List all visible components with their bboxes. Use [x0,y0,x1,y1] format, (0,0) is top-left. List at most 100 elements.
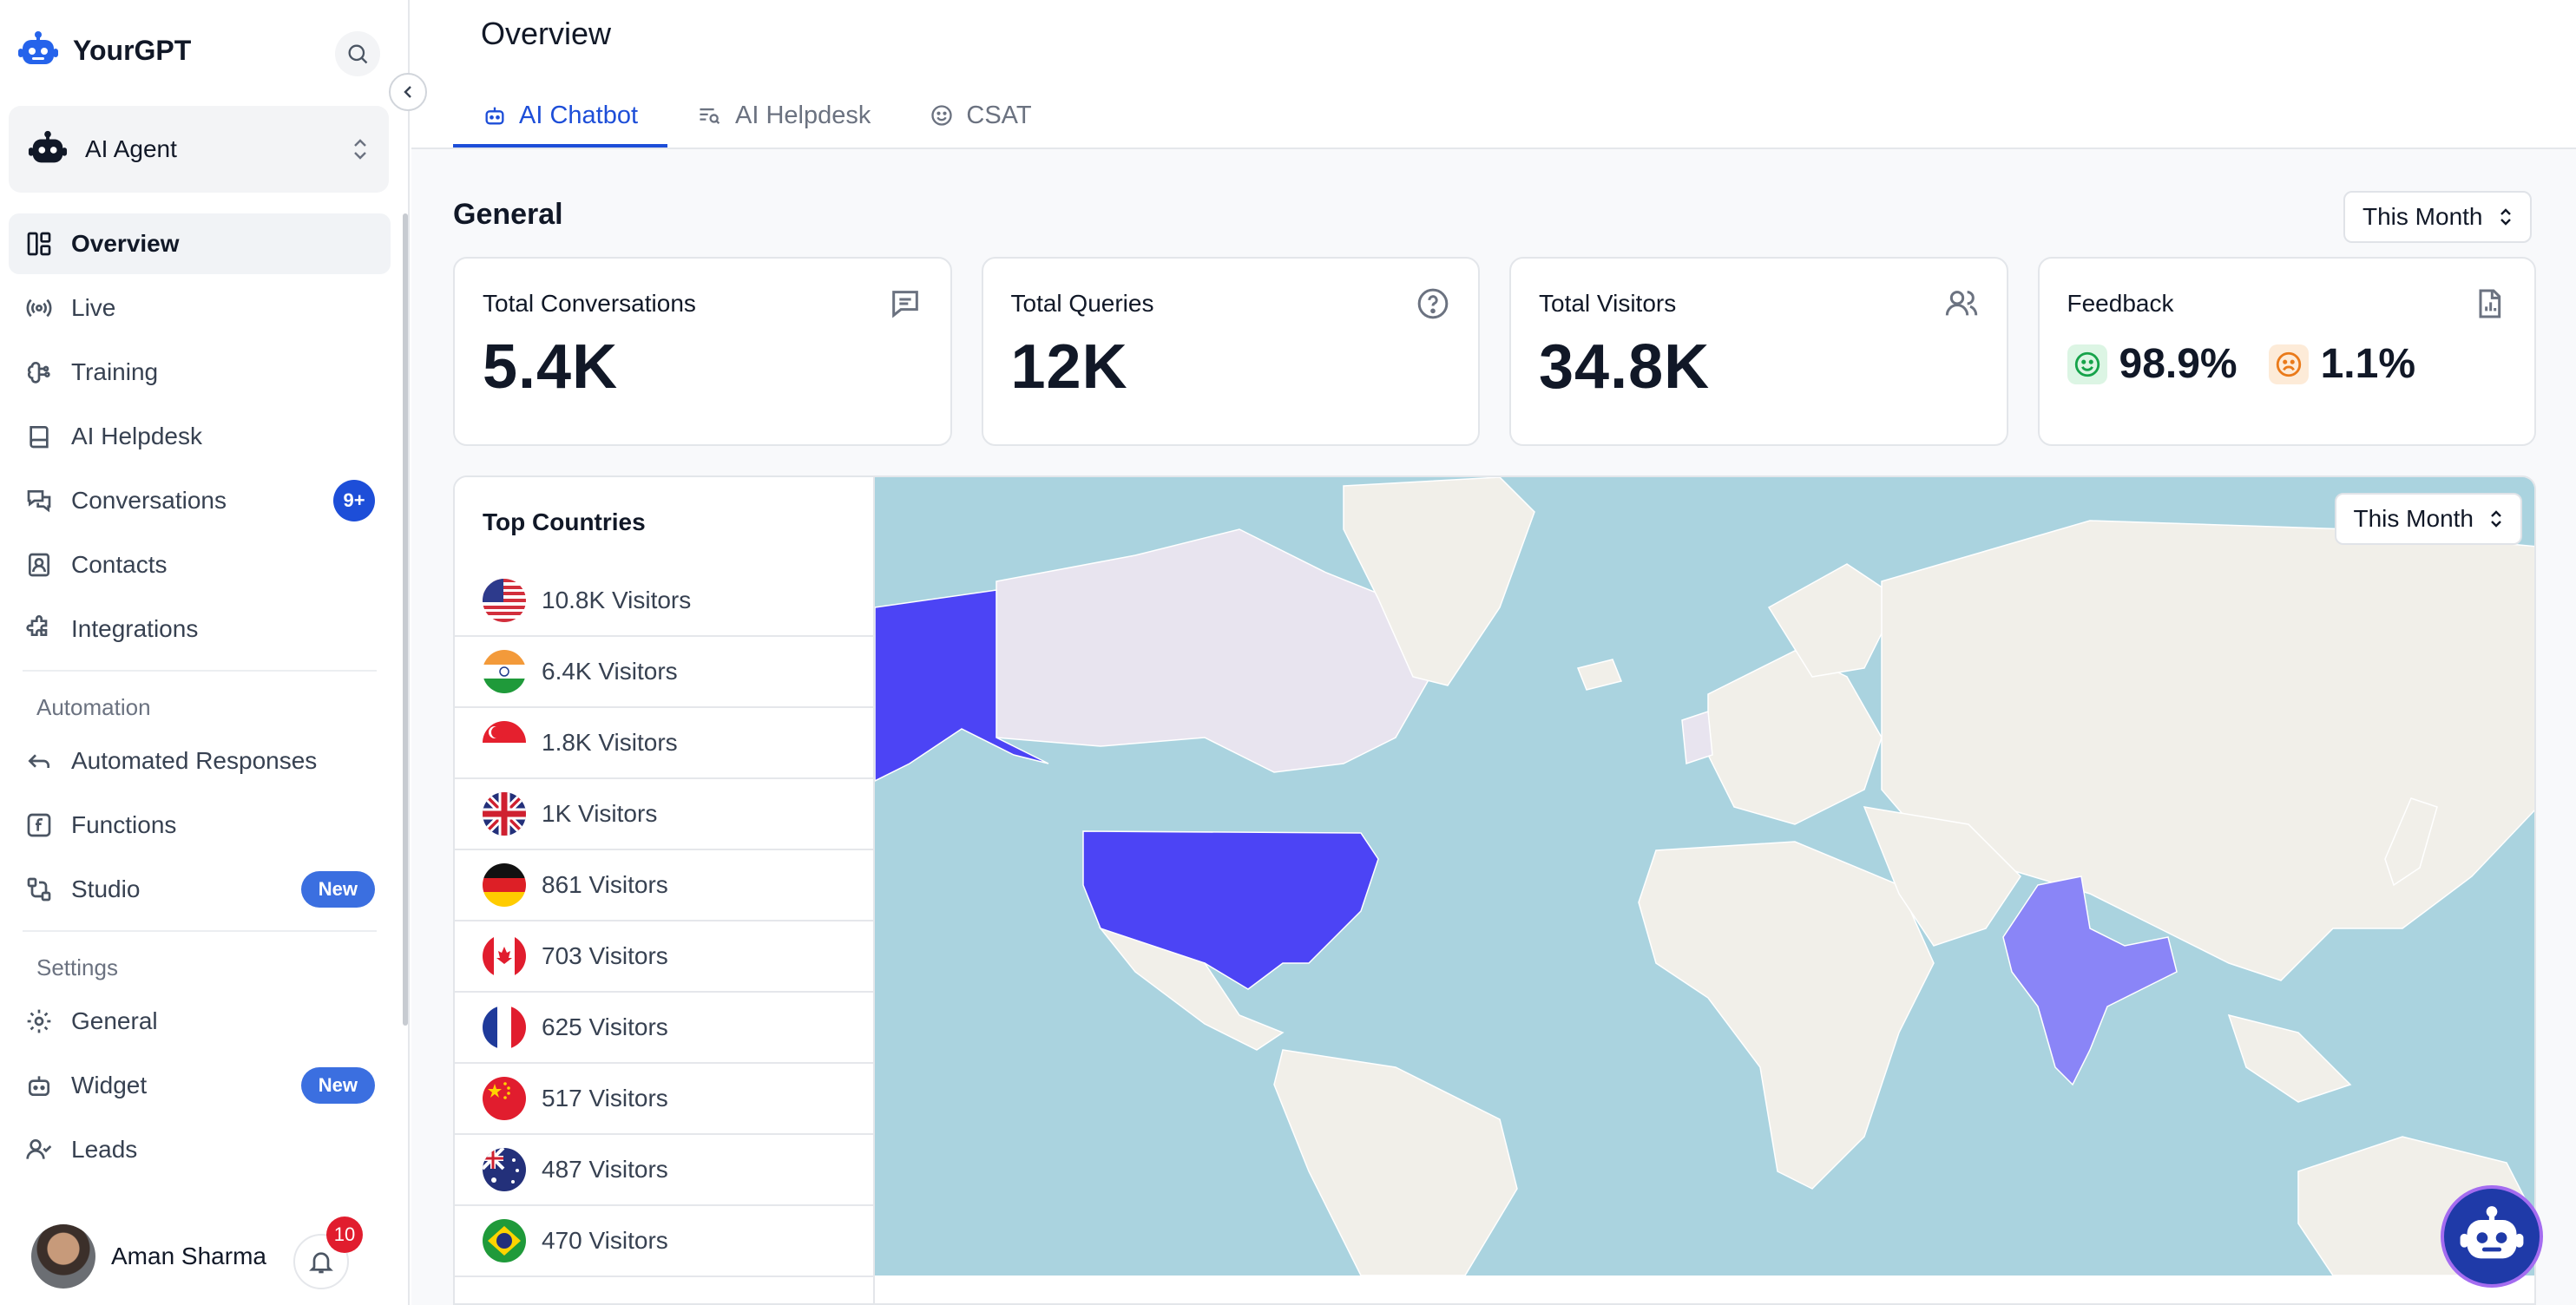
avatar[interactable] [31,1224,95,1289]
sidebar-item-label: Conversations [71,487,227,514]
world-map[interactable]: This Month [875,477,2534,1275]
map-region-india [2002,875,2178,1086]
sidebar-item-conversations[interactable]: Conversations 9+ [9,470,391,531]
sidebar: YourGPT AI Agent Overview Live Training [0,0,410,1305]
flow-icon [24,875,54,904]
sidebar-item-label: Training [71,358,159,385]
sidebar-item-label: Live [71,294,116,321]
tab-csat[interactable]: CSAT [900,83,1061,148]
sidebar-item-live[interactable]: Live [9,278,391,338]
top-countries-list: Top Countries 10.8K Visitors 6.4K Visito… [455,477,875,1303]
list-item[interactable]: 1K Visitors [455,779,873,850]
card-label: Total Conversations [483,290,696,317]
list-item[interactable]: 6.4K Visitors [455,637,873,708]
puzzle-icon [24,614,54,644]
users-icon [1945,291,1977,316]
map-land-iceland [1576,659,1623,691]
collapse-sidebar-button[interactable] [389,73,427,111]
sidebar-item-ai-helpdesk[interactable]: AI Helpdesk [9,406,391,467]
new-badge: New [300,871,375,908]
sidebar-item-training[interactable]: Training [9,342,391,403]
list-item[interactable]: 861 Visitors [455,850,873,921]
list-item[interactable]: 10.8K Visitors [455,566,873,637]
feedback-values: 98.9% 1.1% [2067,340,2435,388]
ca-flag-icon [483,934,526,978]
card-value: 12K [1010,332,1128,402]
list-item[interactable]: 703 Visitors [455,921,873,993]
map-land-se-asia [2227,1013,2352,1103]
card-label: Total Visitors [1539,290,1677,317]
card-value: 34.8K [1539,332,1711,402]
sg-flag-icon [483,721,526,764]
feedback-card: Feedback 98.9% 1.1% [2037,257,2536,446]
country-list: 10.8K Visitors 6.4K Visitors 1.8K Visito… [455,566,873,1277]
sidebar-item-label: Functions [71,811,177,838]
sidebar-item-overview[interactable]: Overview [9,213,391,274]
page-title: Overview [481,16,612,51]
country-visitors: 10.8K Visitors [542,587,692,613]
country-visitors: 487 Visitors [542,1156,668,1183]
map-land-greenland [1343,477,1535,686]
tab-bar: AI Chatbot AI Helpdesk CSAT [453,83,1061,148]
tab-label: AI Helpdesk [735,101,871,129]
search-button[interactable] [335,31,380,76]
stats-cards: Total Conversations 5.4K Total Queries 1… [453,257,2536,446]
card-label: Total Queries [1010,290,1154,317]
bot-icon [485,107,504,125]
tab-ai-chatbot[interactable]: AI Chatbot [453,83,668,148]
user-profile[interactable]: Aman Sharma 10 [0,1208,408,1305]
sidebar-item-leads[interactable]: Leads [9,1119,391,1180]
sidebar-item-contacts[interactable]: Contacts [9,534,391,595]
sidebar-item-studio[interactable]: Studio New [9,859,391,920]
country-visitors: 1.8K Visitors [542,729,678,756]
list-item[interactable]: 470 Visitors [455,1206,873,1277]
sidebar-nav: Overview Live Training AI Helpdesk Conve… [9,213,391,1184]
list-item[interactable]: 625 Visitors [455,993,873,1064]
list-item[interactable]: 487 Visitors [455,1135,873,1206]
brand[interactable]: YourGPT [17,30,191,71]
country-visitors: 470 Visitors [542,1227,668,1254]
country-visitors: 703 Visitors [542,942,668,969]
search-icon [348,44,368,64]
bot-icon [24,1071,54,1100]
sidebar-item-automated-responses[interactable]: Automated Responses [9,731,391,791]
sidebar-scrollbar[interactable] [403,213,408,1026]
sidebar-item-label: Leads [71,1136,138,1163]
message-icon [891,291,918,318]
user-name: Aman Sharma [111,1243,266,1269]
automation-section-label: Automation [36,693,151,720]
robot-icon [28,130,68,163]
happy-face-icon [2067,344,2107,384]
brand-name: YourGPT [73,34,192,66]
agent-selector[interactable]: AI Agent [9,106,389,193]
tab-ai-helpdesk[interactable]: AI Helpdesk [667,83,900,148]
list-item[interactable]: 517 Visitors [455,1064,873,1135]
reply-arrow-icon [24,746,54,776]
notifications-button[interactable] [293,1234,349,1289]
tab-label: AI Chatbot [519,101,639,129]
chatbot-launcher-button[interactable] [2441,1185,2543,1288]
map-period-select[interactable]: This Month [2334,493,2522,545]
main-content: Overview AI Chatbot AI Helpdesk CSAT Gen… [411,0,2576,1305]
cn-flag-icon [483,1077,526,1120]
book-icon [24,422,54,451]
gb-flag-icon [483,792,526,836]
list-item[interactable]: 1.8K Visitors [455,708,873,779]
country-visitors: 517 Visitors [542,1085,668,1112]
tab-label: CSAT [966,101,1032,129]
fr-flag-icon [483,1006,526,1049]
chat-bubbles-icon [24,486,54,515]
agent-selector-label: AI Agent [85,135,177,162]
sidebar-item-label: Integrations [71,615,199,642]
notification-count-badge: 10 [326,1216,363,1253]
card-value: 5.4K [483,332,619,402]
sidebar-item-general[interactable]: General [9,991,391,1052]
sidebar-item-widget[interactable]: Widget New [9,1055,391,1116]
sidebar-item-functions[interactable]: Functions [9,795,391,856]
sidebar-item-integrations[interactable]: Integrations [9,599,391,659]
br-flag-icon [483,1219,526,1262]
gear-icon [24,1007,54,1036]
general-period-select[interactable]: This Month [2343,191,2532,243]
help-circle-icon [1417,288,1449,319]
broadcast-icon [24,293,54,323]
